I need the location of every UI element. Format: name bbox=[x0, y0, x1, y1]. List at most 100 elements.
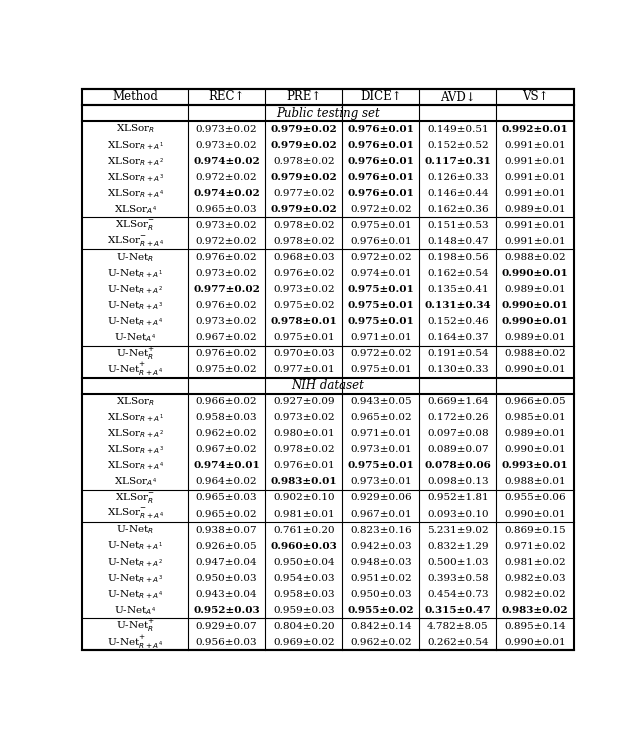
Text: 0.955±0.06: 0.955±0.06 bbox=[504, 493, 566, 502]
Text: Public testing set: Public testing set bbox=[276, 107, 380, 119]
Text: 0.976±0.02: 0.976±0.02 bbox=[196, 253, 257, 262]
Text: 0.989±0.01: 0.989±0.01 bbox=[504, 285, 566, 294]
Text: 0.991±0.01: 0.991±0.01 bbox=[504, 221, 566, 230]
Text: 0.149±0.51: 0.149±0.51 bbox=[427, 124, 489, 133]
Text: 0.972±0.02: 0.972±0.02 bbox=[350, 253, 412, 262]
Text: 0.951±0.02: 0.951±0.02 bbox=[350, 574, 412, 583]
Text: 0.823±0.16: 0.823±0.16 bbox=[350, 526, 412, 534]
Text: 0.966±0.05: 0.966±0.05 bbox=[504, 397, 566, 406]
Text: 0.148±0.47: 0.148±0.47 bbox=[427, 237, 489, 246]
Text: 0.962±0.02: 0.962±0.02 bbox=[350, 638, 412, 647]
Text: 0.976±0.02: 0.976±0.02 bbox=[196, 301, 257, 310]
Text: 0.979±0.02: 0.979±0.02 bbox=[270, 173, 337, 182]
Text: U-Net$_{A^4}$: U-Net$_{A^4}$ bbox=[114, 331, 156, 344]
Text: 0.971±0.01: 0.971±0.01 bbox=[350, 430, 412, 438]
Text: 0.869±0.15: 0.869±0.15 bbox=[504, 526, 566, 534]
Text: 0.804±0.20: 0.804±0.20 bbox=[273, 621, 335, 631]
Text: 0.097±0.08: 0.097±0.08 bbox=[427, 430, 489, 438]
Text: 0.938±0.07: 0.938±0.07 bbox=[196, 526, 257, 534]
Text: 0.983±0.02: 0.983±0.02 bbox=[502, 606, 568, 615]
Text: 0.962±0.02: 0.962±0.02 bbox=[196, 430, 257, 438]
Text: 0.162±0.54: 0.162±0.54 bbox=[427, 269, 489, 278]
Text: 0.979±0.02: 0.979±0.02 bbox=[270, 205, 337, 214]
Text: 0.965±0.03: 0.965±0.03 bbox=[196, 205, 257, 214]
Text: 0.942±0.03: 0.942±0.03 bbox=[350, 542, 412, 550]
Text: 0.972±0.02: 0.972±0.02 bbox=[350, 349, 412, 358]
Text: 0.126±0.33: 0.126±0.33 bbox=[427, 173, 489, 182]
Text: 0.976±0.01: 0.976±0.01 bbox=[273, 461, 335, 471]
Text: 0.973±0.02: 0.973±0.02 bbox=[196, 317, 257, 326]
Text: 0.960±0.03: 0.960±0.03 bbox=[270, 542, 337, 550]
Text: 0.948±0.03: 0.948±0.03 bbox=[350, 558, 412, 567]
Text: XLSor$^{-}_{R+A^4}$: XLSor$^{-}_{R+A^4}$ bbox=[107, 234, 164, 249]
Text: NIH dataset: NIH dataset bbox=[292, 379, 364, 392]
Text: 0.975±0.01: 0.975±0.01 bbox=[348, 285, 414, 294]
Text: 0.982±0.03: 0.982±0.03 bbox=[504, 574, 566, 583]
Text: 0.991±0.01: 0.991±0.01 bbox=[504, 237, 566, 246]
Text: 0.967±0.02: 0.967±0.02 bbox=[196, 333, 257, 342]
Text: 0.947±0.04: 0.947±0.04 bbox=[196, 558, 257, 567]
Text: 0.315±0.47: 0.315±0.47 bbox=[424, 606, 491, 615]
Text: 4.782±8.05: 4.782±8.05 bbox=[427, 621, 489, 631]
Text: XLSor$_{R+A^4}$: XLSor$_{R+A^4}$ bbox=[107, 460, 164, 472]
Text: 0.974±0.01: 0.974±0.01 bbox=[350, 269, 412, 278]
Text: 0.970±0.03: 0.970±0.03 bbox=[273, 349, 335, 358]
Text: 0.990±0.01: 0.990±0.01 bbox=[504, 445, 566, 455]
Text: 0.162±0.36: 0.162±0.36 bbox=[427, 205, 489, 214]
Text: XLSor$_{R+A^2}$: XLSor$_{R+A^2}$ bbox=[107, 154, 164, 168]
Text: U-Net$^{+}_{R}$: U-Net$^{+}_{R}$ bbox=[116, 346, 155, 362]
Text: 0.991±0.01: 0.991±0.01 bbox=[504, 173, 566, 182]
Text: 0.152±0.52: 0.152±0.52 bbox=[427, 141, 489, 149]
Text: 0.950±0.03: 0.950±0.03 bbox=[350, 590, 412, 599]
Text: 0.976±0.01: 0.976±0.01 bbox=[348, 173, 414, 182]
Text: U-Net$_{R+A^2}$: U-Net$_{R+A^2}$ bbox=[108, 283, 163, 296]
Text: U-Net$_{R+A^4}$: U-Net$_{R+A^4}$ bbox=[108, 588, 163, 601]
Text: 0.990±0.01: 0.990±0.01 bbox=[502, 317, 568, 326]
Text: 0.975±0.01: 0.975±0.01 bbox=[348, 301, 414, 310]
Text: 0.151±0.53: 0.151±0.53 bbox=[427, 221, 489, 230]
Text: 0.927±0.09: 0.927±0.09 bbox=[273, 397, 335, 406]
Text: 0.895±0.14: 0.895±0.14 bbox=[504, 621, 566, 631]
Text: 0.191±0.54: 0.191±0.54 bbox=[427, 349, 489, 358]
Text: 0.078±0.06: 0.078±0.06 bbox=[424, 461, 492, 471]
Text: DICE↑: DICE↑ bbox=[360, 91, 401, 103]
Text: 0.761±0.20: 0.761±0.20 bbox=[273, 526, 335, 534]
Text: 0.131±0.34: 0.131±0.34 bbox=[424, 301, 491, 310]
Text: 0.975±0.01: 0.975±0.01 bbox=[350, 365, 412, 374]
Text: 0.098±0.13: 0.098±0.13 bbox=[427, 477, 489, 487]
Text: 0.972±0.02: 0.972±0.02 bbox=[196, 237, 257, 246]
Text: 0.130±0.33: 0.130±0.33 bbox=[427, 365, 489, 374]
Text: 0.976±0.01: 0.976±0.01 bbox=[348, 189, 414, 198]
Text: 0.976±0.01: 0.976±0.01 bbox=[350, 237, 412, 246]
Text: 0.500±1.03: 0.500±1.03 bbox=[427, 558, 489, 567]
Text: 0.992±0.01: 0.992±0.01 bbox=[502, 124, 568, 133]
Text: 0.454±0.73: 0.454±0.73 bbox=[427, 590, 489, 599]
Text: U-Net$_{R}$: U-Net$_{R}$ bbox=[116, 523, 154, 537]
Text: 0.982±0.02: 0.982±0.02 bbox=[504, 590, 566, 599]
Text: 0.669±1.64: 0.669±1.64 bbox=[427, 397, 489, 406]
Text: 0.985±0.01: 0.985±0.01 bbox=[504, 414, 566, 422]
Text: 0.979±0.02: 0.979±0.02 bbox=[270, 141, 337, 149]
Text: 0.965±0.02: 0.965±0.02 bbox=[350, 414, 412, 422]
Text: 0.990±0.01: 0.990±0.01 bbox=[502, 269, 568, 278]
Text: 0.988±0.01: 0.988±0.01 bbox=[504, 477, 566, 487]
Text: U-Net$_{R+A^1}$: U-Net$_{R+A^1}$ bbox=[108, 539, 163, 553]
Text: 0.973±0.02: 0.973±0.02 bbox=[196, 124, 257, 133]
Text: 0.950±0.03: 0.950±0.03 bbox=[196, 574, 257, 583]
Text: 0.977±0.01: 0.977±0.01 bbox=[273, 365, 335, 374]
Text: 0.974±0.02: 0.974±0.02 bbox=[193, 157, 260, 165]
Text: 0.929±0.07: 0.929±0.07 bbox=[196, 621, 257, 631]
Text: 0.976±0.02: 0.976±0.02 bbox=[273, 269, 335, 278]
Text: 0.956±0.03: 0.956±0.03 bbox=[196, 638, 257, 647]
Text: 0.973±0.02: 0.973±0.02 bbox=[273, 414, 335, 422]
Text: 0.966±0.02: 0.966±0.02 bbox=[196, 397, 257, 406]
Text: 0.971±0.02: 0.971±0.02 bbox=[504, 542, 566, 550]
Text: U-Net$_{R+A^1}$: U-Net$_{R+A^1}$ bbox=[108, 267, 163, 280]
Text: U-Net$^{+}_{R}$: U-Net$^{+}_{R}$ bbox=[116, 619, 155, 635]
Text: 0.976±0.01: 0.976±0.01 bbox=[348, 157, 414, 165]
Text: 0.988±0.02: 0.988±0.02 bbox=[504, 253, 566, 262]
Text: 0.977±0.02: 0.977±0.02 bbox=[273, 189, 335, 198]
Text: 0.943±0.05: 0.943±0.05 bbox=[350, 397, 412, 406]
Text: 0.926±0.05: 0.926±0.05 bbox=[196, 542, 257, 550]
Text: 0.980±0.01: 0.980±0.01 bbox=[273, 430, 335, 438]
